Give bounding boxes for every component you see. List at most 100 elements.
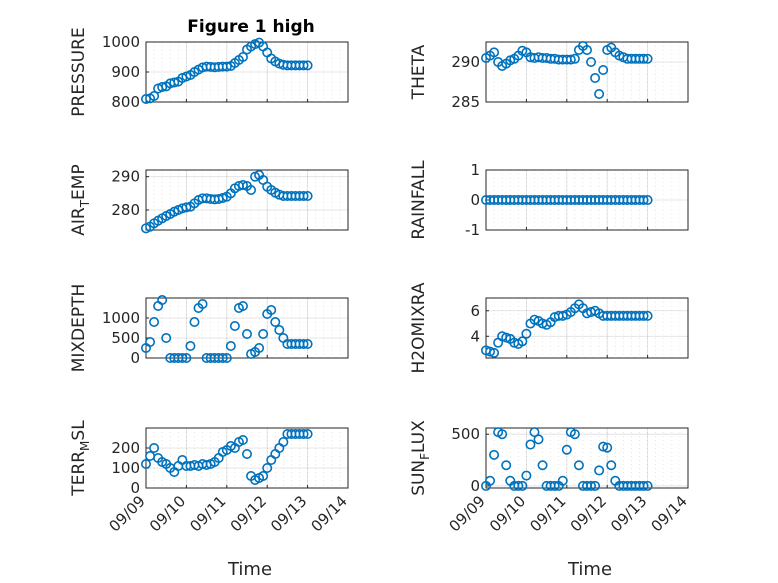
data-point — [302, 338, 313, 349]
x-tick-label: 09/10 — [486, 492, 529, 535]
subplot-top-right: 285 290 THETA — [409, 40, 689, 111]
subplot-bottom-right: 0 500 SUNFLUX 09/0909/1009/1109/1209/1309/1… — [409, 420, 691, 580]
axes-box — [485, 41, 689, 103]
data-point — [197, 298, 208, 309]
data-point — [606, 460, 617, 471]
y-label-part: EMP — [69, 164, 89, 200]
x-axis-label: Time — [567, 559, 612, 580]
data-point — [561, 444, 572, 455]
x-tick-label: 09/12 — [227, 492, 270, 535]
data-point — [590, 73, 601, 84]
y-tick-label: 500 — [111, 329, 140, 347]
y-label-subscript: M — [78, 441, 92, 451]
data-point — [497, 429, 508, 440]
data-point — [221, 352, 232, 363]
data-point — [517, 336, 528, 347]
y-axis-label: RAINFALL — [409, 160, 429, 240]
data-point — [149, 91, 160, 102]
data-point — [557, 475, 568, 486]
data-point — [517, 480, 528, 491]
y-axis-label: SUNFLUX — [409, 420, 432, 496]
data-point — [181, 352, 192, 363]
data-point — [237, 300, 248, 311]
data-point — [302, 60, 313, 71]
data-point — [594, 465, 605, 476]
axes-box — [145, 41, 349, 103]
data-point — [237, 180, 248, 191]
x-tick-label: 09/13 — [267, 492, 310, 535]
data-point — [549, 480, 560, 491]
data-point — [141, 458, 152, 469]
data-point — [242, 328, 253, 339]
y-tick-label: 6 — [470, 302, 480, 320]
subplot-third-left: 0 500 1000 MIXDEPTH — [69, 284, 349, 373]
y-axis-label: MIXDEPTH — [69, 284, 89, 373]
y-tick-label: 200 — [111, 439, 140, 457]
data-point — [298, 60, 309, 71]
data-point — [149, 316, 160, 327]
subplot-third-right: 4 6 H2OMIXRA — [409, 282, 689, 374]
data-point — [638, 53, 649, 64]
data-point — [177, 352, 188, 363]
x-tick-label: 09/10 — [146, 492, 189, 535]
x-tick-label: 09/11 — [186, 492, 229, 535]
y-axis-label: TERRMSL — [69, 420, 92, 497]
data-point — [598, 441, 609, 452]
axes-box — [485, 427, 689, 489]
y-tick-label: 100 — [111, 459, 140, 477]
y-label-part: SL — [69, 420, 89, 441]
data-point — [485, 475, 496, 486]
data-point — [217, 352, 228, 363]
data-point — [161, 332, 172, 343]
data-point — [270, 316, 281, 327]
data-point — [258, 328, 269, 339]
data-point — [489, 449, 500, 460]
data-point — [581, 44, 592, 55]
data-point — [590, 480, 601, 491]
x-tick-label: 09/13 — [607, 492, 650, 535]
data-point — [594, 89, 605, 100]
y-tick-label: 4 — [470, 327, 480, 345]
subplot-second-left: 280 290 AIRTEMP — [69, 164, 349, 236]
data-point — [638, 310, 649, 321]
data-point — [302, 428, 313, 439]
data-point — [157, 294, 168, 305]
x-tick-label: 09/11 — [526, 492, 569, 535]
y-tick-label: 0 — [470, 191, 480, 209]
data-point — [489, 47, 500, 58]
data-point — [642, 480, 653, 491]
data-point — [598, 65, 609, 76]
x-tick-label: 09/14 — [308, 492, 351, 535]
y-tick-label: 1000 — [102, 309, 140, 327]
data-point — [225, 340, 236, 351]
data-point — [254, 342, 265, 353]
data-point — [298, 338, 309, 349]
data-point — [569, 53, 580, 64]
y-tick-label: 800 — [111, 93, 140, 111]
data-point — [266, 304, 277, 315]
data-point — [181, 202, 192, 213]
x-axis-label: Time — [227, 559, 272, 580]
data-point — [642, 195, 653, 206]
y-tick-label: 1000 — [102, 33, 140, 51]
y-tick-label: 0 — [470, 477, 480, 495]
data-point — [501, 460, 512, 471]
y-axis-label: PRESSURE — [69, 27, 89, 116]
data-point — [221, 61, 232, 72]
data-point — [513, 480, 524, 491]
axes-box — [145, 169, 349, 231]
data-point — [185, 340, 196, 351]
data-point — [242, 448, 253, 459]
data-point — [274, 324, 285, 335]
data-point — [278, 436, 289, 447]
data-point — [237, 434, 248, 445]
y-tick-label: 500 — [451, 425, 480, 443]
y-tick-label: 0 — [130, 349, 140, 367]
x-tick-label: 09/09 — [446, 492, 489, 535]
data-point — [586, 480, 597, 491]
data-point — [262, 462, 273, 473]
data-point — [638, 480, 649, 491]
subplot-second-right: -1 0 1 RAINFALL — [409, 160, 689, 240]
